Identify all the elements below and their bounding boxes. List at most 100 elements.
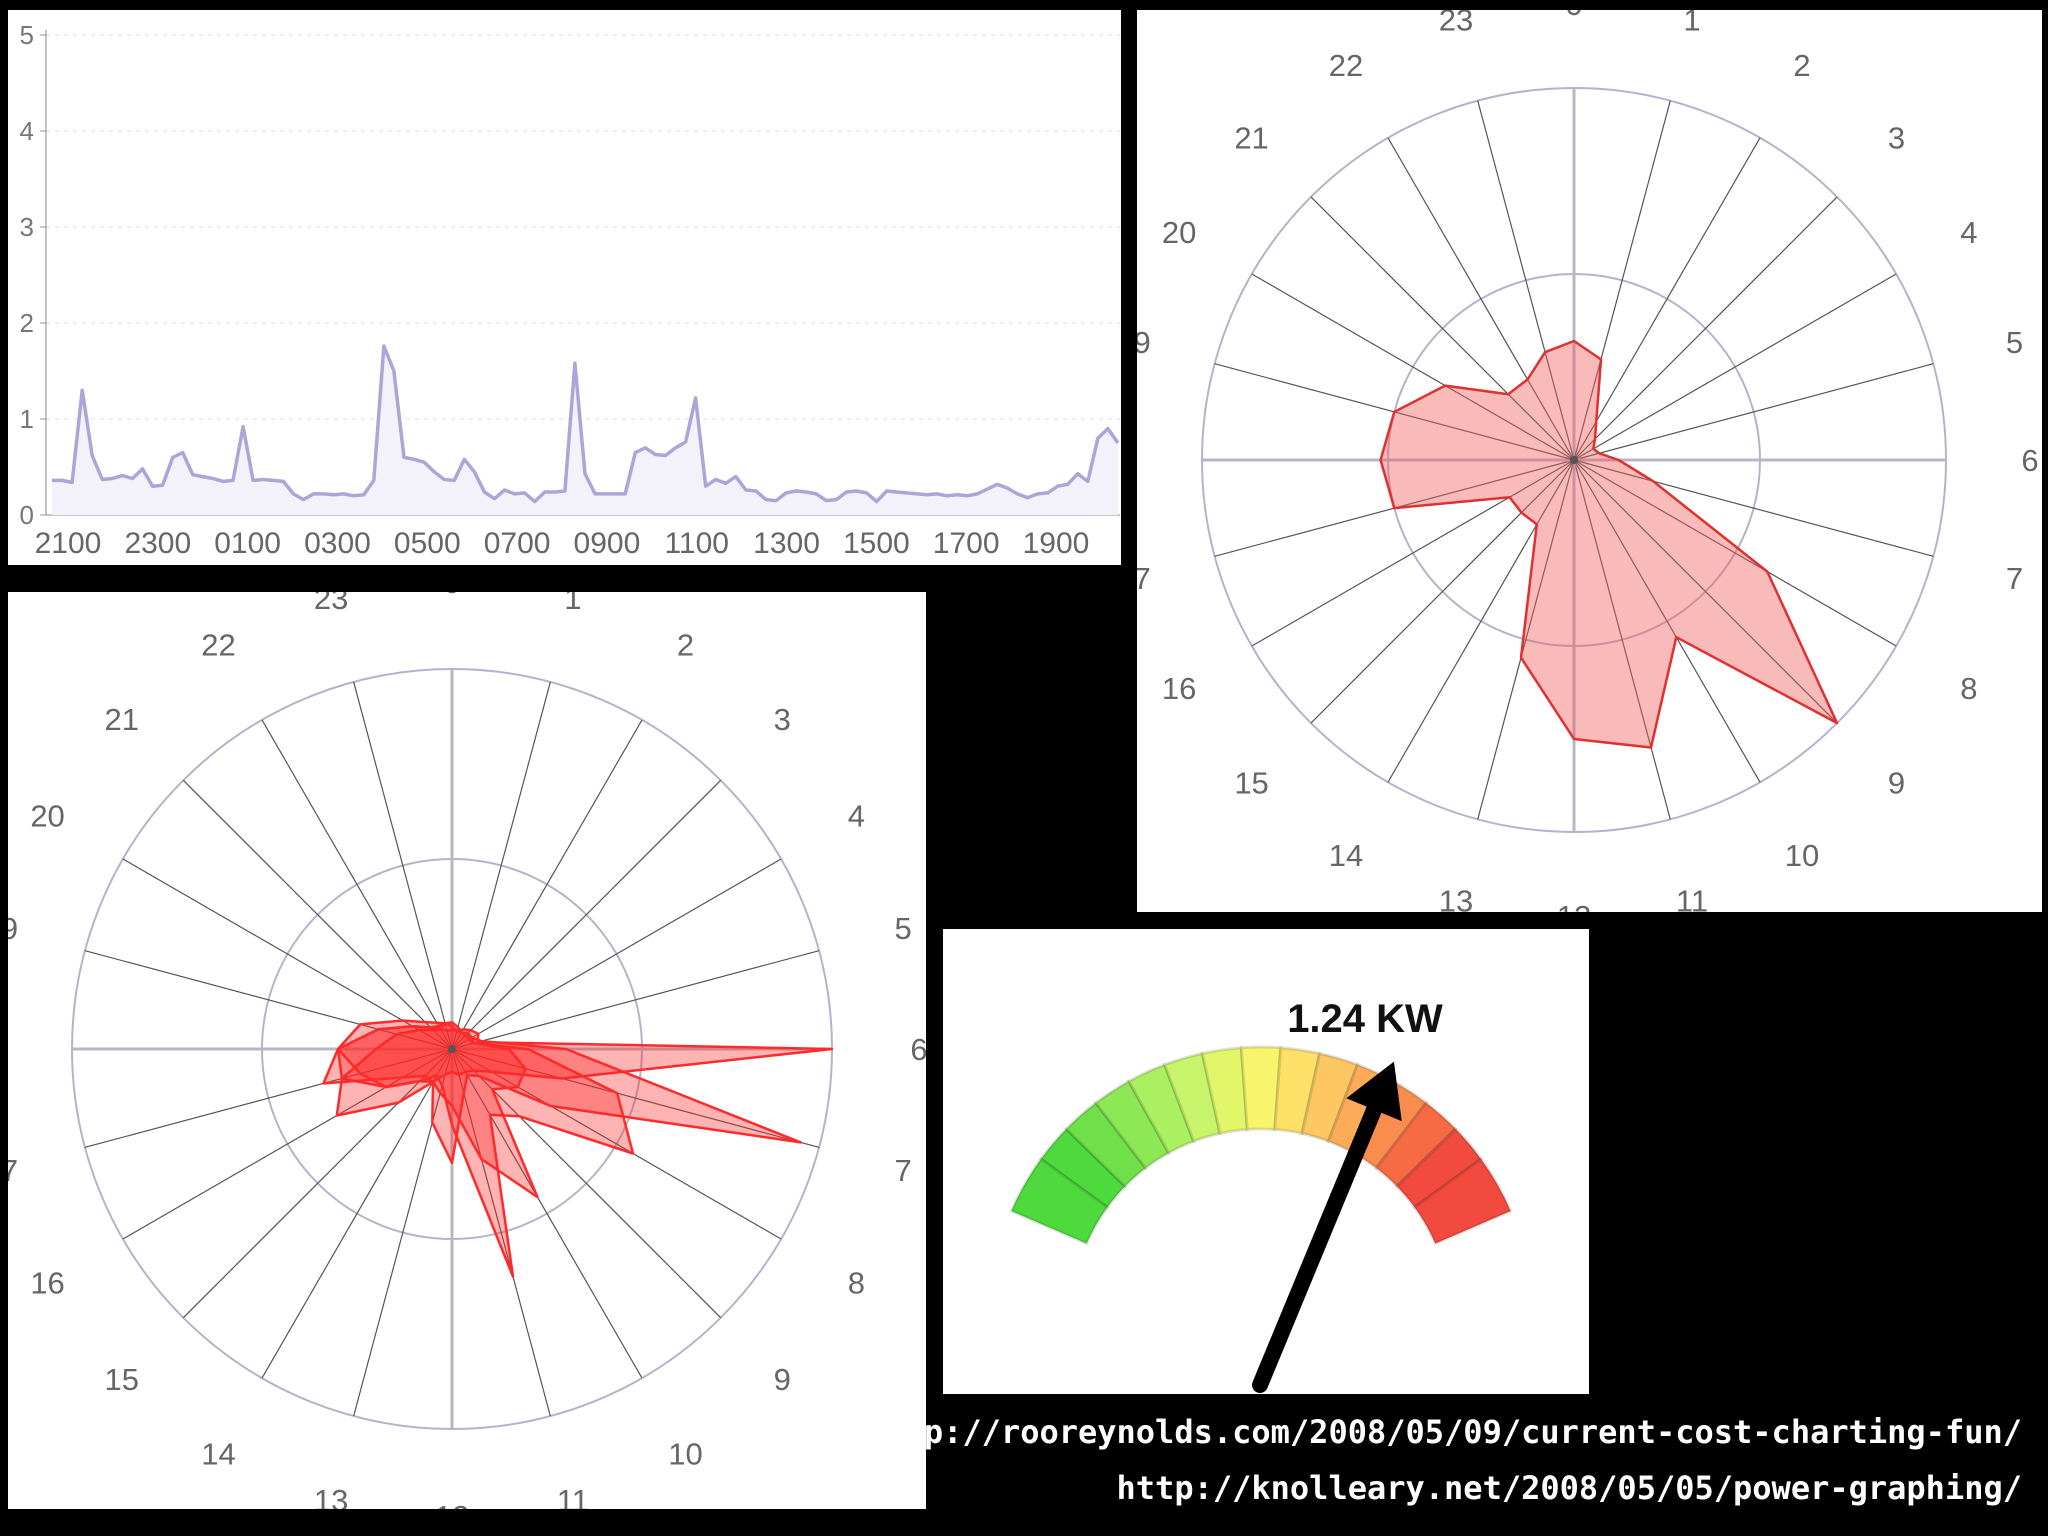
radar-axis-label: 13 bbox=[314, 1483, 348, 1509]
radar-spoke bbox=[1387, 137, 1575, 461]
source-urls: http://rooreynolds.com/2008/05/09/curren… bbox=[866, 1404, 2022, 1516]
radar-axis-label: 9 bbox=[1888, 765, 1905, 800]
radar-axis-label: 20 bbox=[30, 799, 64, 834]
radar-axis-label: 23 bbox=[1439, 10, 1473, 38]
radar-axis-label: 14 bbox=[1329, 838, 1363, 873]
radar-axis-label: 22 bbox=[201, 628, 235, 663]
radar-center bbox=[448, 1045, 456, 1053]
y-tick-label: 1 bbox=[20, 404, 34, 434]
radar-spoke bbox=[451, 681, 551, 1050]
radar-spoke bbox=[1573, 459, 1934, 557]
y-tick-label: 5 bbox=[20, 20, 34, 50]
x-tick-label: 1500 bbox=[843, 527, 910, 560]
gauge-segment bbox=[1394, 1126, 1484, 1210]
radar-spoke bbox=[122, 1048, 453, 1240]
radar-axis-label: 4 bbox=[848, 799, 865, 834]
x-tick-label: 2100 bbox=[35, 527, 102, 560]
radar-spoke bbox=[1573, 459, 1761, 783]
radar-axis-label: 16 bbox=[30, 1266, 64, 1301]
x-tick-label: 0100 bbox=[214, 527, 281, 560]
radar-axis-label: 15 bbox=[1234, 765, 1268, 800]
series-area bbox=[52, 346, 1118, 515]
radar-spoke bbox=[451, 719, 643, 1050]
radar-axis-label: 3 bbox=[774, 702, 791, 737]
radar-series bbox=[1379, 339, 1839, 749]
radar-spoke bbox=[261, 719, 453, 1050]
radar-chart-top: 01234567891011121314151617181920212223 bbox=[1137, 10, 2039, 912]
x-tick-label: 1700 bbox=[933, 527, 1000, 560]
radar-chart-panel-bottom: 01234567891011121314151617181920212223 bbox=[8, 592, 926, 1509]
x-tick-label: 0700 bbox=[484, 527, 551, 560]
radar-axis-label: 12 bbox=[1557, 899, 1591, 912]
radar-spoke bbox=[451, 950, 820, 1050]
radar-axis-label: 3 bbox=[1888, 121, 1905, 156]
power-gauge: 1.24 KW bbox=[1009, 997, 1513, 1393]
radar-axis-label: 10 bbox=[1785, 838, 1819, 873]
radar-spoke bbox=[1573, 363, 1934, 461]
line-chart-panel: 0 1 2 3 4 5 2100 2300 0100 0300 0500 0700 0900 1100 13… bbox=[8, 10, 1121, 565]
radar-axis-label: 7 bbox=[894, 1153, 911, 1188]
y-tick-label: 4 bbox=[20, 116, 34, 146]
radar-spoke bbox=[1573, 459, 1897, 647]
radar-axis-label: 6 bbox=[910, 1032, 926, 1067]
radar-spoke bbox=[451, 858, 782, 1050]
radar-spoke bbox=[451, 1048, 551, 1417]
radar-center bbox=[1570, 456, 1578, 464]
x-tick-label: 1100 bbox=[664, 527, 729, 560]
radar-spoke bbox=[451, 779, 722, 1050]
gauge-segment bbox=[1038, 1126, 1128, 1210]
radar-axis-label: 5 bbox=[894, 911, 911, 946]
radar-axis-label: 21 bbox=[1234, 121, 1268, 156]
radar-axis-label: 1 bbox=[1683, 10, 1700, 38]
radar-series bbox=[336, 1021, 635, 1278]
gauge-segment bbox=[1273, 1046, 1322, 1136]
radar-spoke bbox=[451, 1048, 820, 1148]
radar-spoke bbox=[1477, 100, 1575, 461]
radar-axis-label: 19 bbox=[8, 911, 18, 946]
source-url-2[interactable]: http://knolleary.net/2008/05/05/power-gr… bbox=[1116, 1469, 2022, 1507]
gauge-segment bbox=[1200, 1046, 1249, 1136]
radar-axis-label: 1 bbox=[564, 592, 581, 616]
radar-spoke bbox=[451, 1048, 643, 1379]
radar-axis-label: 7 bbox=[2006, 561, 2023, 596]
x-tick-label: 0500 bbox=[394, 527, 461, 560]
y-tick-label: 0 bbox=[20, 500, 34, 530]
radar-spoke bbox=[122, 858, 453, 1050]
radar-spoke bbox=[1573, 137, 1761, 461]
radar-spoke bbox=[1573, 459, 1838, 724]
radar-axis-label: 21 bbox=[105, 702, 139, 737]
radar-axis-label: 17 bbox=[8, 1153, 18, 1188]
radar-spoke bbox=[84, 1048, 453, 1148]
x-tick-label: 1300 bbox=[753, 527, 820, 560]
source-url-1[interactable]: http://rooreynolds.com/2008/05/09/curren… bbox=[866, 1413, 2022, 1451]
radar-axis-label: 8 bbox=[848, 1266, 865, 1301]
line-chart: 0 1 2 3 4 5 2100 2300 0100 0300 0500 0700 0900 1100 13… bbox=[20, 20, 1120, 560]
radar-axis-label: 17 bbox=[1137, 561, 1151, 596]
gauge-segment bbox=[1412, 1157, 1513, 1246]
radar-axis-label: 2 bbox=[677, 628, 694, 663]
radar-axis-label: 2 bbox=[1793, 48, 1810, 83]
y-tick-label: 3 bbox=[20, 212, 34, 242]
radar-axis-label: 19 bbox=[1137, 325, 1151, 360]
gauge-needle-head bbox=[1346, 1061, 1402, 1122]
radar-axis-label: 0 bbox=[1565, 10, 1582, 22]
radar-axis-label: 9 bbox=[774, 1362, 791, 1397]
radar-spoke bbox=[182, 779, 453, 1050]
radar-spoke bbox=[1251, 459, 1575, 647]
radar-axis-label: 23 bbox=[314, 592, 348, 616]
radar-spoke bbox=[451, 1048, 782, 1240]
radar-axis-label: 0 bbox=[443, 592, 460, 600]
radar-series bbox=[322, 1019, 539, 1199]
radar-spoke bbox=[261, 1048, 453, 1379]
radar-axis-label: 22 bbox=[1329, 48, 1363, 83]
x-tick-label: 1900 bbox=[1023, 527, 1090, 560]
radar-spoke bbox=[1573, 100, 1671, 461]
radar-spoke bbox=[353, 681, 453, 1050]
x-tick-label: 0900 bbox=[574, 527, 641, 560]
radar-spoke bbox=[1477, 459, 1575, 820]
radar-spoke bbox=[1310, 459, 1575, 724]
radar-axis-label: 11 bbox=[1676, 883, 1708, 912]
radar-axis-label: 4 bbox=[1960, 215, 1977, 250]
radar-spoke bbox=[1310, 196, 1575, 461]
gauge-segment bbox=[1009, 1157, 1110, 1246]
